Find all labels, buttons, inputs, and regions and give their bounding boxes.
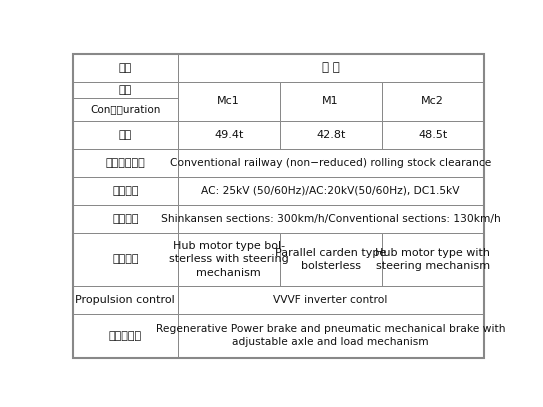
Bar xyxy=(73,314,178,357)
Bar xyxy=(280,233,382,286)
Text: 형식: 형식 xyxy=(119,85,132,95)
Text: 최고속도: 최고속도 xyxy=(112,214,138,224)
Bar xyxy=(280,121,382,149)
Text: 전기방식: 전기방식 xyxy=(112,186,138,196)
Bar xyxy=(178,286,484,314)
Bar xyxy=(382,121,484,149)
Bar xyxy=(178,81,280,121)
Bar xyxy=(178,149,484,177)
Bar xyxy=(73,121,178,149)
Text: VVVF inverter control: VVVF inverter control xyxy=(274,295,388,305)
Bar xyxy=(73,98,178,121)
Bar xyxy=(73,205,178,233)
Bar xyxy=(73,81,178,98)
Text: 항목: 항목 xyxy=(119,63,132,72)
Text: Conventional railway (non−reduced) rolling stock clearance: Conventional railway (non−reduced) rolli… xyxy=(170,158,491,168)
Text: Hub motor type with
steering mechanism: Hub motor type with steering mechanism xyxy=(375,248,490,271)
Bar xyxy=(178,314,484,357)
Text: Hub motor type bol-
sterless with steering
mechanism: Hub motor type bol- sterless with steeri… xyxy=(169,241,288,278)
Bar xyxy=(382,233,484,286)
Text: 48.5t: 48.5t xyxy=(418,130,447,140)
Text: 42.8t: 42.8t xyxy=(316,130,345,140)
Bar xyxy=(178,233,280,286)
Text: Regenerative Power brake and pneumatic mechanical brake with
adjustable axle and: Regenerative Power brake and pneumatic m… xyxy=(156,324,506,347)
Text: 제동시스템: 제동시스템 xyxy=(109,330,142,341)
Text: 제 원: 제 원 xyxy=(322,61,339,74)
Text: Shinkansen sections: 300km/h/Conventional sections: 130km/h: Shinkansen sections: 300km/h/Conventiona… xyxy=(161,214,501,224)
Text: 적용차량한계: 적용차량한계 xyxy=(105,158,145,168)
Text: Con그림uration: Con그림uration xyxy=(90,105,161,114)
Bar xyxy=(73,54,178,81)
Bar xyxy=(178,177,484,205)
Bar xyxy=(382,81,484,121)
Bar xyxy=(73,149,178,177)
Text: AC: 25kV (50/60Hz)/AC:20kV(50/60Hz), DC1.5kV: AC: 25kV (50/60Hz)/AC:20kV(50/60Hz), DC1… xyxy=(201,186,460,196)
Bar xyxy=(73,177,178,205)
Text: 자중: 자중 xyxy=(119,130,132,140)
Bar xyxy=(280,81,382,121)
Bar xyxy=(178,121,280,149)
Bar xyxy=(178,54,484,81)
Text: Parallel carden type
bolsterless: Parallel carden type bolsterless xyxy=(275,248,386,271)
Bar xyxy=(73,286,178,314)
Text: Mc2: Mc2 xyxy=(421,96,444,106)
Text: 49.4t: 49.4t xyxy=(214,130,243,140)
Bar xyxy=(73,233,178,286)
Text: Propulsion control: Propulsion control xyxy=(75,295,175,305)
Text: 대차방식: 대차방식 xyxy=(112,254,138,264)
Text: M1: M1 xyxy=(323,96,339,106)
Text: Mc1: Mc1 xyxy=(217,96,240,106)
Bar xyxy=(178,205,484,233)
